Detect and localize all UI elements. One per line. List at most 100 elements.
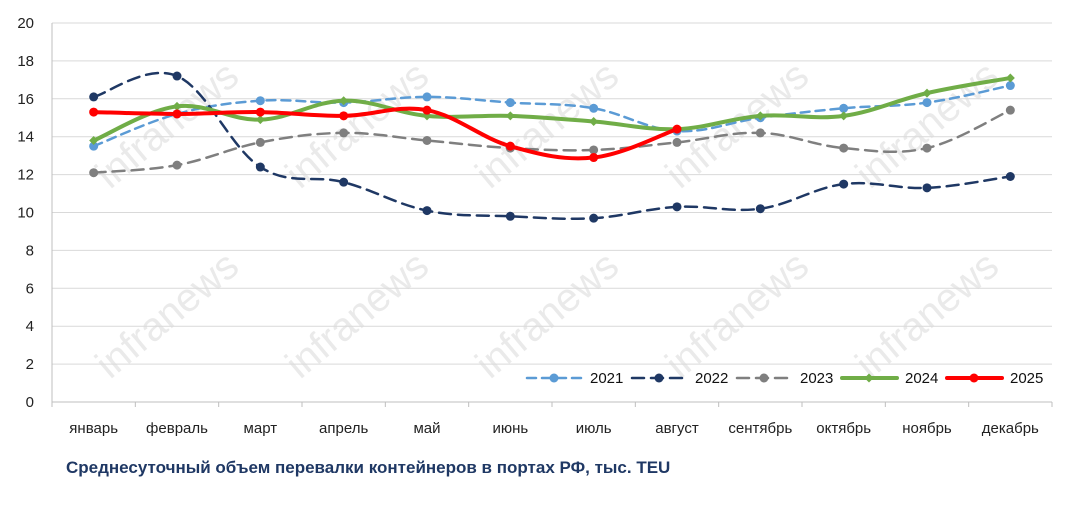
- legend-item-2023: 2023: [735, 370, 833, 387]
- data-point-2025: [589, 153, 599, 163]
- gridlines: [52, 22, 1052, 365]
- legend-marker-2022: [654, 373, 664, 383]
- watermark-text: infranews: [278, 243, 437, 387]
- legend-marker-2025: [969, 373, 979, 383]
- data-point-2023: [922, 143, 932, 153]
- data-point-2023: [339, 128, 349, 138]
- legend-item-2024: 2024: [840, 370, 938, 387]
- series-line-2023: [92, 108, 1012, 174]
- y-tick-label: 18: [17, 53, 34, 70]
- data-point-2024: [339, 96, 349, 106]
- data-point-2021: [839, 103, 849, 113]
- watermark-text: infranews: [658, 243, 817, 387]
- y-tick-label: 6: [26, 280, 34, 297]
- legend-label-2025: 2025: [1010, 370, 1043, 387]
- legend-item-2022: 2022: [630, 370, 728, 387]
- data-point-2022: [89, 92, 99, 102]
- series-2025: [89, 105, 682, 163]
- series-line-2021: [92, 84, 1012, 148]
- watermark-text: infranews: [468, 53, 627, 197]
- data-point-2022: [339, 177, 349, 187]
- data-point-2024: [255, 115, 265, 125]
- data-point-2022: [672, 202, 682, 212]
- data-point-2021: [255, 96, 265, 106]
- data-point-2023: [255, 137, 265, 147]
- data-point-2022: [422, 206, 432, 216]
- data-point-2025: [89, 107, 99, 117]
- x-tick-label: октябрь: [816, 420, 871, 437]
- chart-title: Среднесуточный объем перевалки контейнер…: [66, 458, 671, 477]
- data-point-2023: [589, 145, 599, 155]
- data-point-2025: [422, 105, 432, 115]
- data-point-2021: [505, 98, 515, 108]
- y-tick-label: 16: [17, 91, 34, 108]
- data-point-2023: [1005, 105, 1015, 115]
- data-point-2025: [505, 141, 515, 151]
- y-tick-label: 10: [17, 205, 34, 222]
- series-line-2022: [92, 71, 1012, 221]
- data-point-2021: [89, 141, 99, 151]
- data-point-2023: [89, 168, 99, 178]
- legend-label-2023: 2023: [800, 370, 833, 387]
- x-tick-label: май: [413, 420, 440, 437]
- data-point-2022: [922, 183, 932, 193]
- y-tick-label: 12: [17, 167, 34, 184]
- watermark-text: infranews: [278, 53, 437, 197]
- y-tick-label: 2: [26, 356, 34, 373]
- data-point-2022: [589, 213, 599, 223]
- data-point-2024: [922, 88, 932, 98]
- legend-label-2024: 2024: [905, 370, 938, 387]
- data-point-2024: [839, 111, 849, 121]
- series-layer: [89, 71, 1015, 223]
- data-point-2022: [255, 162, 265, 172]
- legend: 2021 2022 2023 2024 2025: [525, 370, 1043, 387]
- data-point-2021: [922, 98, 932, 108]
- y-tick-label: 14: [17, 129, 34, 146]
- y-tick-label: 4: [26, 318, 34, 335]
- legend-label-2022: 2022: [695, 370, 728, 387]
- data-point-2021: [1005, 81, 1015, 91]
- data-point-2022: [755, 204, 765, 214]
- data-point-2024: [1005, 73, 1015, 83]
- x-tick-label: август: [655, 420, 699, 437]
- series-2022: [89, 71, 1015, 223]
- data-point-2023: [172, 160, 182, 170]
- legend-item-2025: 2025: [945, 370, 1043, 387]
- x-tick-label: июль: [576, 420, 612, 437]
- series-line-2025: [91, 106, 679, 161]
- data-point-2021: [589, 103, 599, 113]
- watermark-text: infranews: [468, 243, 627, 387]
- x-tick-label: февраль: [146, 420, 208, 437]
- y-tick-label: 20: [17, 15, 34, 32]
- data-point-2024: [89, 135, 99, 145]
- data-point-2023: [672, 137, 682, 147]
- x-tick-label: март: [244, 420, 278, 437]
- series-2023: [89, 105, 1015, 178]
- data-point-2025: [672, 124, 682, 134]
- legend-marker-2021: [549, 373, 559, 383]
- data-point-2024: [755, 111, 765, 121]
- data-point-2024: [172, 101, 182, 111]
- series-2024: [89, 73, 1015, 145]
- data-point-2022: [1005, 171, 1015, 181]
- legend-marker-2024: [864, 373, 874, 383]
- series-line-2024: [91, 75, 1013, 143]
- y-tick-label: 0: [26, 394, 34, 411]
- x-tick-label: январь: [69, 420, 118, 437]
- data-point-2023: [755, 128, 765, 138]
- data-point-2025: [339, 111, 349, 121]
- legend-label-2021: 2021: [590, 370, 623, 387]
- x-tick-label: апрель: [319, 420, 368, 437]
- data-point-2022: [839, 179, 849, 189]
- data-point-2022: [172, 71, 182, 81]
- data-point-2025: [172, 109, 182, 119]
- data-point-2022: [505, 211, 515, 221]
- data-point-2023: [839, 143, 849, 153]
- watermark-text: infranews: [658, 53, 817, 197]
- legend-item-2021: 2021: [525, 370, 623, 387]
- axes: 0 2 4 6 8 10 12 14 16 18 20 январь февраль март апрель…: [17, 15, 1053, 437]
- line-chart: infranews infranews infranews infranews infr…: [17, 15, 1053, 437]
- data-point-2025: [255, 107, 265, 117]
- data-point-2024: [589, 117, 599, 127]
